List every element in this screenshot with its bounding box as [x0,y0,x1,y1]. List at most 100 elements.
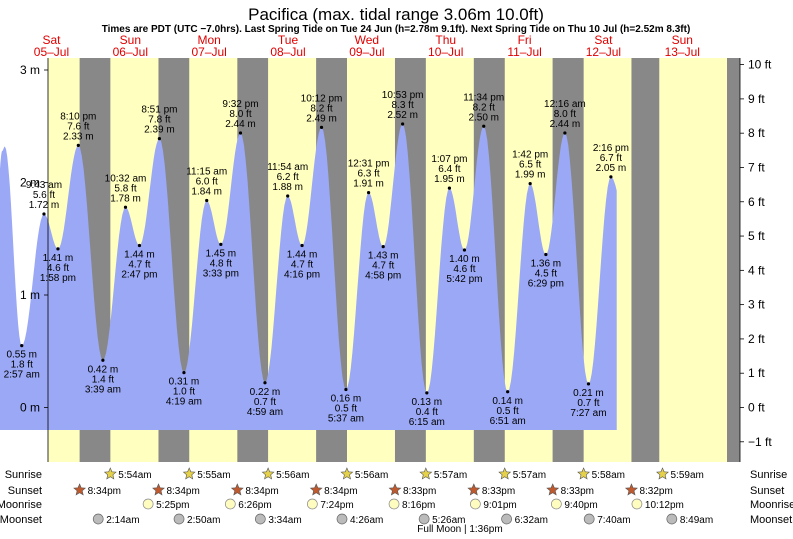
high-tide-point [42,212,46,216]
moonset-time: 4:26am [350,515,383,526]
left-tick-label: 3 m [20,63,40,77]
low-tide-point [544,252,548,257]
low-tide-label: 0.55 m [6,350,37,361]
right-tick-label: 1 ft [748,366,765,380]
high-tide-label: 2.39 m [144,125,175,136]
high-tide-label: 2.44 m [550,119,581,130]
high-tide-label: 7.8 ft [148,115,170,126]
low-tide-point [344,387,348,392]
left-axis-m: 0 m 1 m 2 m 3 m [20,58,49,462]
low-tide-point [425,391,429,395]
high-tide-label: 5.6 ft [33,190,55,201]
high-tide-point [401,122,405,126]
sunrise-time: 5:59am [670,470,703,481]
day-name-label: Sat [594,33,613,47]
low-tide-label: 3:33 pm [203,268,239,279]
sunset-icon [73,483,87,496]
moonrise-icon [631,498,643,510]
sunrise-icon [577,467,591,480]
high-tide-label: 2.50 m [468,112,499,123]
high-tide-label: 8.2 ft [310,103,332,114]
low-tide-label: 0.7 ft [254,397,276,408]
tide-labels: 0.55 m1.8 ft2:57 am 9:43 am5.6 ft1.72 m 1.… [4,90,629,428]
sunset-icon [230,483,244,496]
sunrise-time: 5:57am [513,470,546,481]
day-date-label: 09–Jul [349,45,384,59]
low-tide-label: 6:15 am [409,417,445,428]
day-name-label: Wed [355,33,379,47]
low-tide-label: 1.40 m [449,254,480,265]
sunrise-icon [498,467,512,480]
sunset-time: 8:33pm [561,486,594,497]
moonset-time: 3:34am [268,515,301,526]
low-tide-label: 6:51 am [490,416,526,427]
sunset-time: 8:34pm [166,486,199,497]
low-tide-label: 4.6 ft [47,263,69,274]
low-tide-label: 0.5 ft [497,406,519,417]
moonrise-icon [388,498,400,510]
tide-area [0,124,617,430]
low-tide-label: 0.21 m [573,388,604,399]
low-tide-label: 1.0 ft [173,387,195,398]
low-tide-label: 1.8 ft [11,360,33,371]
day-date-label: 06–Jul [113,45,148,59]
right-axis-strip [727,58,740,462]
moonset-time: 2:50am [187,515,220,526]
right-tick-label: 5 ft [748,229,765,243]
high-tide-point [238,131,243,135]
sunrise-icon [103,467,117,480]
low-tide-point [20,344,24,348]
high-tide-label: 8:10 pm [60,111,96,122]
high-tide-point [366,191,371,195]
low-tide-label: 4.7 ft [291,260,313,271]
low-tide-label: 4:59 am [247,407,283,418]
low-tide-label: 4.5 ft [535,269,557,280]
high-tide-label: 8.0 ft [229,109,251,120]
low-tide-label: 7:27 am [570,408,606,419]
sunset-icon [152,483,165,496]
moonrise-time: 9:40pm [564,500,597,511]
moonset-icon [173,513,185,525]
moonrise-time: 5:25pm [156,500,189,511]
sunset-time: 8:33pm [403,486,436,497]
day-name-label: Sun [672,33,693,47]
low-tide-label: 4.6 ft [453,264,475,275]
high-tide-point [205,198,209,203]
sunset-icon [467,483,481,496]
high-tide-point [76,143,80,147]
moonrise-icon [550,498,562,510]
chart-subtitle: Times are PDT (UTC −7.0hrs). Last Spring… [102,24,691,35]
high-tide-label: 1.72 m [29,200,60,211]
sun-moon-events: Sunrise Sunrise Sunset Sunset Moonrise Moonri… [0,467,793,526]
low-tide-label: 1.41 m [43,253,74,264]
right-tick-label: 0 ft [748,401,765,415]
sunrise-time: 5:54am [118,470,151,481]
high-tide-point [563,131,567,135]
high-tide-label: 2.49 m [306,113,337,124]
sunrise-icon [340,467,354,480]
high-tide-point [528,182,532,186]
row-label-left: Sunset [8,485,42,497]
high-tide-label: 2.05 m [596,163,627,174]
low-tide-point [263,381,267,385]
day-date-label: 10–Jul [428,45,463,59]
sunrise-time: 5:57am [434,470,467,481]
full-moon-label: Full Moon | 1:36pm [417,524,502,535]
sunrise-time: 5:55am [197,470,230,481]
moonset-icon [92,513,104,525]
moonset-time: 7:40am [597,515,630,526]
sunset-time: 8:34pm [245,486,278,497]
right-tick-label: 2 ft [748,332,765,346]
day-name-label: Mon [198,33,221,47]
day-headers: Sat05–JulSun06–JulMon07–JulTue08–JulWed0… [34,33,700,59]
high-tide-label: 8.3 ft [391,100,413,111]
moonrise-icon [306,498,318,510]
moonset-icon [336,513,348,525]
low-tide-label: 3:39 am [85,384,121,395]
low-tide-label: 0.16 m [331,394,362,405]
low-tide-label: 0.7 ft [577,398,599,409]
sunrise-icon [261,467,275,480]
sunset-time: 8:33pm [482,486,515,497]
high-tide-label: 1.78 m [110,193,141,204]
moonrise-time: 6:26pm [238,500,271,511]
